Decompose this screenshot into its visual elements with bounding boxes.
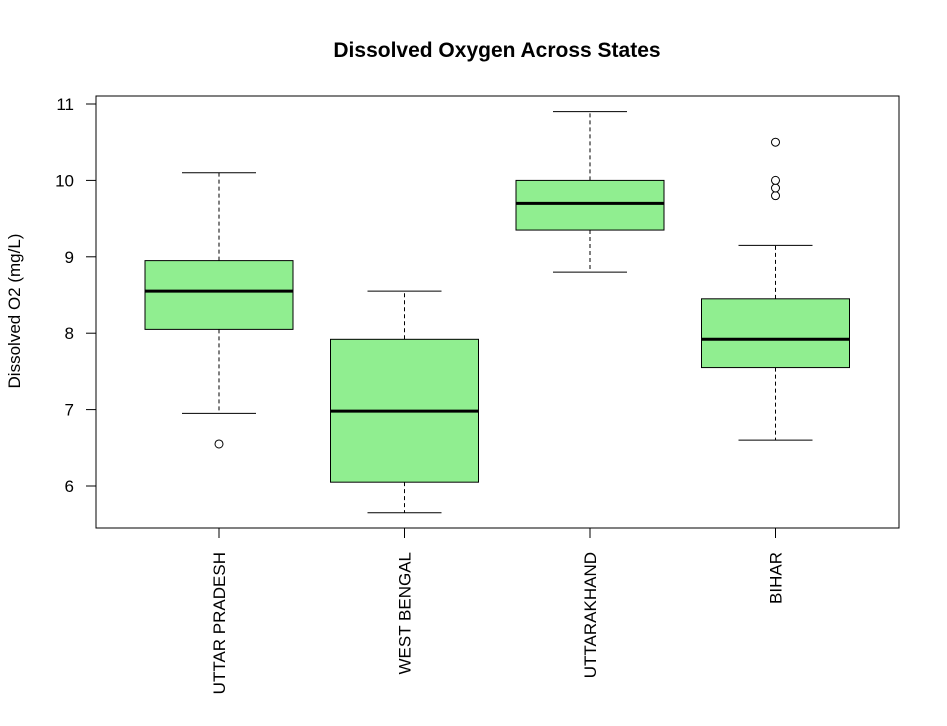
box — [701, 298, 850, 369]
box-group — [144, 172, 294, 449]
box-group — [515, 111, 665, 273]
y-axis: 6 7 8 9 10 11 — [55, 95, 97, 496]
boxes — [144, 111, 850, 514]
y-tick-label: 9 — [65, 248, 74, 267]
box — [515, 179, 665, 231]
x-tick-label: BIHAR — [767, 552, 786, 604]
y-tick-label: 10 — [55, 171, 74, 190]
box-group — [701, 137, 850, 441]
x-tick-label: UTTAR PRADESH — [210, 552, 229, 694]
y-tick-label: 11 — [56, 95, 74, 114]
box — [144, 260, 294, 330]
outlier-point — [771, 137, 780, 147]
x-tick-label: UTTARAKHAND — [581, 552, 600, 678]
outlier-point — [214, 439, 224, 449]
chart-title: Dissolved Oxygen Across States — [333, 39, 660, 62]
box-group — [330, 290, 479, 514]
x-axis: UTTAR PRADESH WEST BENGAL UTTARAKHAND BIHAR — [210, 527, 786, 694]
outlier-point — [771, 175, 780, 185]
outlier-point — [771, 191, 780, 201]
y-axis-label: Dissolved O2 (mg/L) — [5, 234, 24, 389]
y-tick-label: 6 — [65, 477, 74, 496]
outlier-point — [771, 183, 780, 193]
y-tick-label: 7 — [65, 401, 74, 420]
x-tick-label: WEST BENGAL — [396, 552, 415, 675]
y-tick-label: 8 — [65, 324, 74, 343]
